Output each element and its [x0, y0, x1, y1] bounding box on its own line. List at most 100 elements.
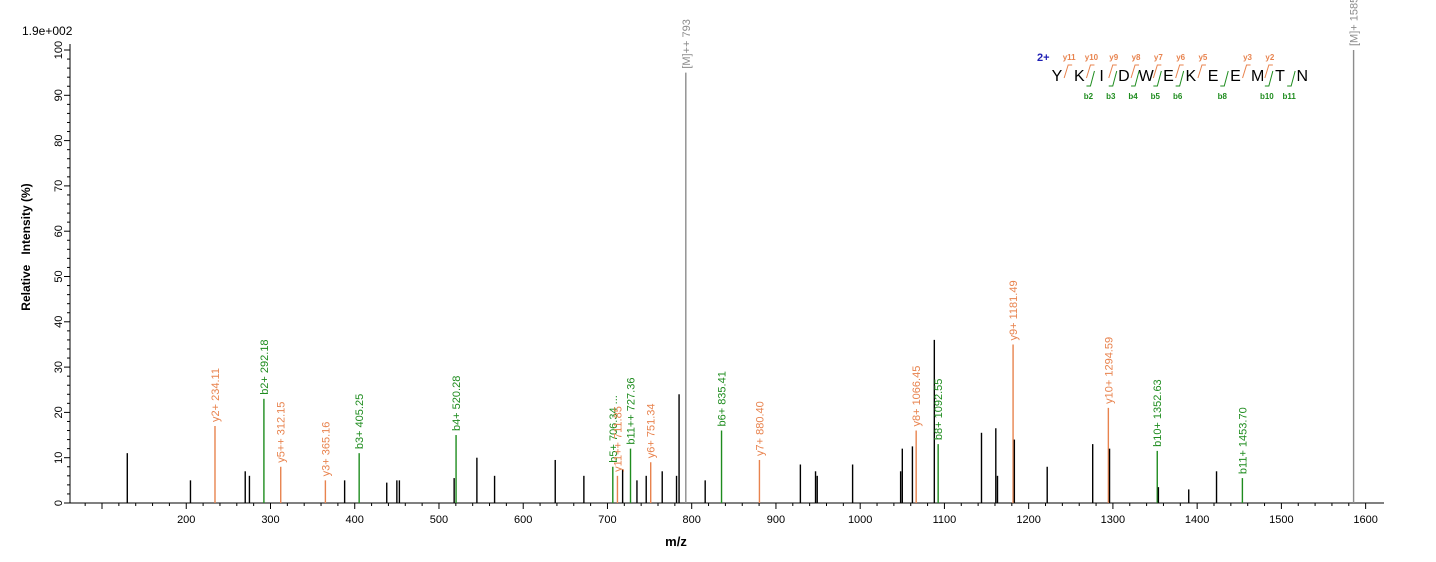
y-tick-label: 20	[53, 406, 65, 418]
y-ion-label: y8	[1132, 53, 1141, 62]
y-ion-marker	[1197, 64, 1206, 79]
peak-label: [M]+ 1585.70	[1349, 0, 1361, 46]
b-ion-label: b6	[1173, 92, 1183, 101]
y-ion-label: y6	[1176, 53, 1185, 62]
peak-label: y3+ 365.16	[320, 422, 332, 477]
y-tick-label: 80	[53, 134, 65, 146]
peak-label: b2+ 292.18	[259, 339, 271, 394]
y-tick-label: 60	[53, 225, 65, 237]
peak-label: [M]++ 793	[681, 19, 693, 69]
residue: K	[1185, 68, 1196, 85]
b-ion-label: b11	[1282, 92, 1296, 101]
y-tick-label: 70	[53, 180, 65, 192]
x-tick-label: 1400	[1185, 514, 1209, 526]
x-tick-label: 1000	[848, 514, 872, 526]
b-ion-label: b4	[1128, 92, 1138, 101]
y-tick-label: 100	[53, 41, 65, 59]
b-ion-marker	[1108, 70, 1118, 87]
x-tick-label: 1600	[1353, 514, 1377, 526]
y-ion-marker	[1242, 64, 1251, 79]
residue: W	[1139, 68, 1155, 85]
y-tick-label: 90	[53, 89, 65, 101]
peak-label: b3+ 405.25	[354, 394, 366, 449]
x-tick-label: 1100	[933, 514, 957, 526]
y-tick-label: 30	[53, 361, 65, 373]
x-tick-label: 1500	[1269, 514, 1293, 526]
peak-label: b10+ 1352.63	[1152, 379, 1164, 447]
residue: D	[1118, 68, 1130, 85]
b-ion-label: b5	[1151, 92, 1161, 101]
y-ion-label: y7	[1154, 53, 1163, 62]
x-tick-label: 500	[430, 514, 448, 526]
residue: N	[1297, 68, 1309, 85]
residue: T	[1275, 68, 1285, 85]
peak-label: y5++ 312.15	[276, 402, 288, 463]
axes: 0 10 20 30 40 50 60 70 80 90 100 200 300 400 500 600 700…	[53, 41, 1384, 526]
peak-label: y2+ 234.11	[210, 368, 222, 422]
y-ion-marker	[1264, 64, 1273, 79]
peak-label: b6+ 835.41	[717, 371, 729, 426]
charge-state: 2+	[1037, 52, 1050, 64]
x-tick-label: 900	[767, 514, 785, 526]
y-ion-label: y10	[1085, 53, 1099, 62]
peak-label: b8+ 1092.55	[933, 379, 945, 440]
x-tick-label: 700	[598, 514, 616, 526]
x-tick-label: 1300	[1101, 514, 1125, 526]
b-ion-marker	[1264, 70, 1274, 87]
x-tick-label: 1200	[1016, 514, 1040, 526]
x-tick-label: 300	[261, 514, 279, 526]
x-tick-label: 800	[683, 514, 701, 526]
peak-label: y7+ 880.40	[754, 401, 766, 456]
residue: M	[1251, 68, 1264, 85]
y-ion-marker	[1085, 64, 1095, 79]
peak-label: b11+ 1453.70	[1237, 407, 1249, 474]
peaks	[126, 50, 1355, 503]
b-ion-label: b10	[1260, 92, 1274, 101]
peak-label: y6+ 751.34	[646, 403, 658, 458]
residue: E	[1163, 68, 1174, 85]
y-ion-label: y11	[1063, 53, 1076, 62]
y-ion-marker	[1108, 64, 1117, 79]
x-axis-label: m/z	[665, 534, 687, 549]
b-ion-marker	[1287, 70, 1296, 87]
residue: E	[1208, 68, 1219, 85]
peak-labels: y2+ 234.11 b2+ 292.18 y5++ 312.15 y3+ 365.1…	[210, 0, 1361, 476]
peak-label: y10+ 1294.59	[1103, 337, 1115, 404]
x-tick-label: 600	[514, 514, 532, 526]
y-ion-label: y3	[1243, 53, 1252, 62]
residue: Y	[1052, 68, 1063, 85]
peak-label: y8+ 1066.45	[911, 366, 923, 427]
y-tick-label: 0	[53, 500, 65, 506]
y-ion-marker	[1130, 64, 1140, 79]
b-ion-marker	[1153, 70, 1162, 87]
b-ion-label: b3	[1106, 92, 1116, 101]
peak-label: b11++ 727.36	[626, 378, 638, 445]
b-ion-label: b2	[1084, 92, 1094, 101]
y-ion-label: y9	[1109, 53, 1118, 62]
y-tick-label: 40	[53, 316, 65, 328]
b-ion-marker	[1086, 70, 1095, 87]
b-ion-marker	[1175, 70, 1185, 87]
y-ion-marker	[1063, 64, 1073, 79]
x-tick-label: 200	[177, 514, 195, 526]
residue: I	[1099, 68, 1103, 85]
y-tick-label: 10	[53, 452, 65, 464]
y-ion-marker	[1152, 64, 1162, 79]
b-ion-marker	[1220, 70, 1229, 87]
y-ion-label: y5	[1198, 53, 1207, 62]
y-tick-label: 50	[53, 270, 65, 282]
peak-label: b4+ 520.28	[451, 376, 463, 431]
peak-label: b5+ 706.34 ...	[608, 395, 620, 463]
peak-label: y9+ 1181.49	[1008, 280, 1020, 340]
b-ion-label: b8	[1218, 92, 1228, 101]
y-ion-label: y2	[1265, 53, 1274, 62]
b-ion-marker	[1131, 70, 1140, 87]
y-ion-marker	[1175, 64, 1184, 79]
x-tick-label: 400	[346, 514, 364, 526]
peak-label: y11++ 711.85	[612, 406, 624, 472]
residue: E	[1230, 68, 1241, 85]
y-axis-label: Relative Intensity (%)	[19, 183, 33, 310]
residue: K	[1074, 68, 1085, 85]
